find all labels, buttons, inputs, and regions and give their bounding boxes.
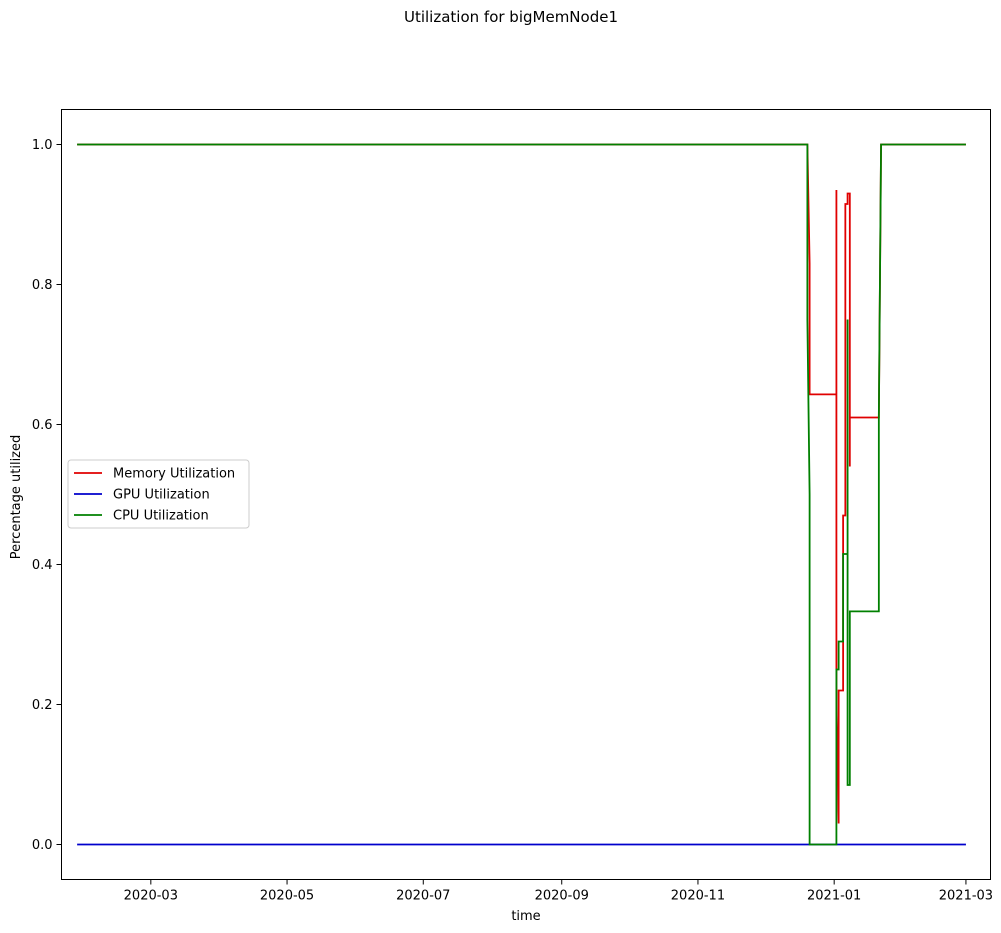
legend: Memory Utilization GPU Utilization CPU Uti… (67, 459, 250, 529)
x-tick-label-1: 2020-05 (260, 889, 314, 904)
x-axis-label: time (511, 909, 540, 924)
x-tick-label-4: 2020-11 (671, 889, 725, 904)
series-line-0 (77, 143, 966, 824)
legend-label-0: Memory Utilization (113, 467, 235, 482)
plot-frame (61, 109, 991, 880)
legend-box (67, 459, 250, 529)
y-tick-label-0: 0.0 (32, 838, 53, 853)
series-line-2 (77, 143, 966, 846)
legend-label-1: GPU Utilization (113, 488, 210, 503)
series-layer (77, 143, 966, 846)
chart-title: Utilization for bigMemNode1 (404, 8, 618, 26)
y-tick-label-2: 0.4 (32, 558, 53, 573)
y-tick-label-4: 0.8 (32, 278, 53, 293)
y-axis-label: Percentage utilized (9, 435, 24, 560)
x-tick-label-2: 2020-07 (396, 889, 450, 904)
y-ticks: 0.0 0.2 0.4 0.6 0.8 1.0 (32, 138, 62, 853)
legend-label-2: CPU Utilization (113, 509, 209, 524)
x-tick-label-3: 2020-09 (535, 889, 589, 904)
x-tick-label-6: 2021-03 (939, 889, 993, 904)
y-tick-label-1: 0.2 (32, 698, 53, 713)
y-tick-label-5: 1.0 (32, 138, 53, 153)
y-tick-label-3: 0.6 (32, 418, 53, 433)
x-tick-label-0: 2020-03 (124, 889, 178, 904)
x-tick-label-5: 2021-01 (807, 889, 861, 904)
x-ticks: 2020-03 2020-05 2020-07 2020-09 2020-11 2021-… (124, 879, 993, 904)
